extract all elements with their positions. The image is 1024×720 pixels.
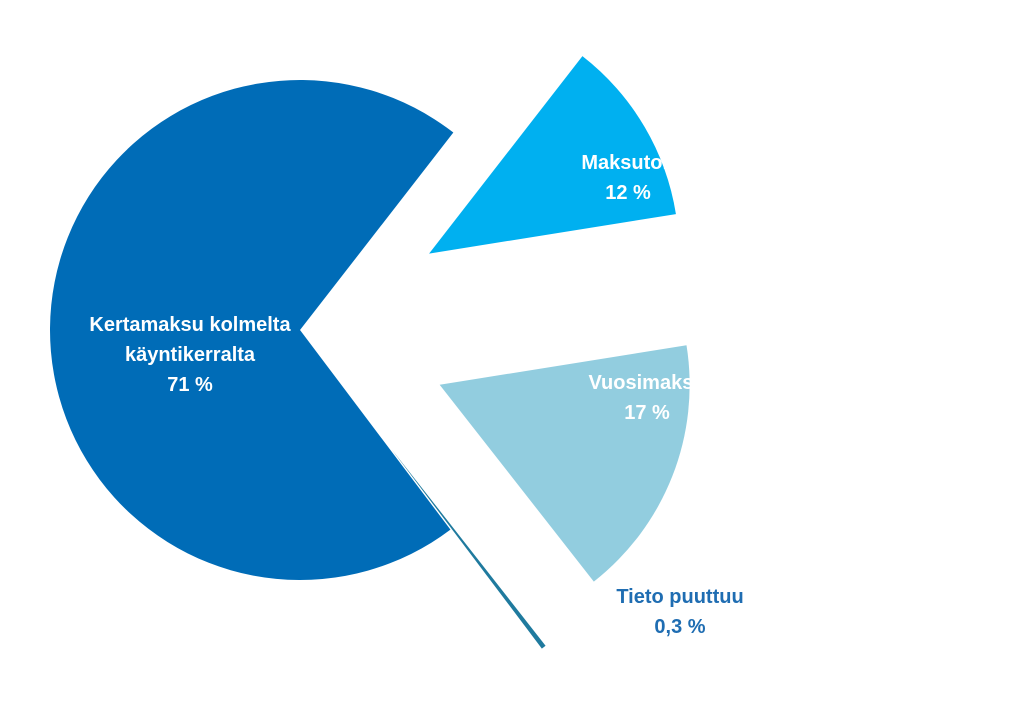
category-label: Kertamaksu kolmelta käyntikerralta <box>89 314 291 366</box>
pie-slice <box>50 79 454 581</box>
value-label: 17 % <box>624 402 670 424</box>
slice-label: Tieto puuttuu 0,3 % <box>580 582 780 642</box>
pie-slice <box>429 56 676 254</box>
slice-label: Vuosimaksu 17 % <box>567 368 727 428</box>
value-label: 12 % <box>605 182 651 204</box>
value-label: 0,3 % <box>654 616 706 638</box>
slice-label: Kertamaksu kolmelta käyntikerralta 71 % <box>55 310 325 400</box>
slice-label: Maksuton 12 % <box>548 148 708 208</box>
category-label: Vuosimaksu <box>588 372 706 394</box>
pie-slice <box>439 345 690 582</box>
category-label: Maksuton <box>581 152 675 174</box>
category-label: Tieto puuttuu <box>616 586 744 608</box>
pie-slice <box>391 448 546 649</box>
value-label: 71 % <box>167 374 213 396</box>
